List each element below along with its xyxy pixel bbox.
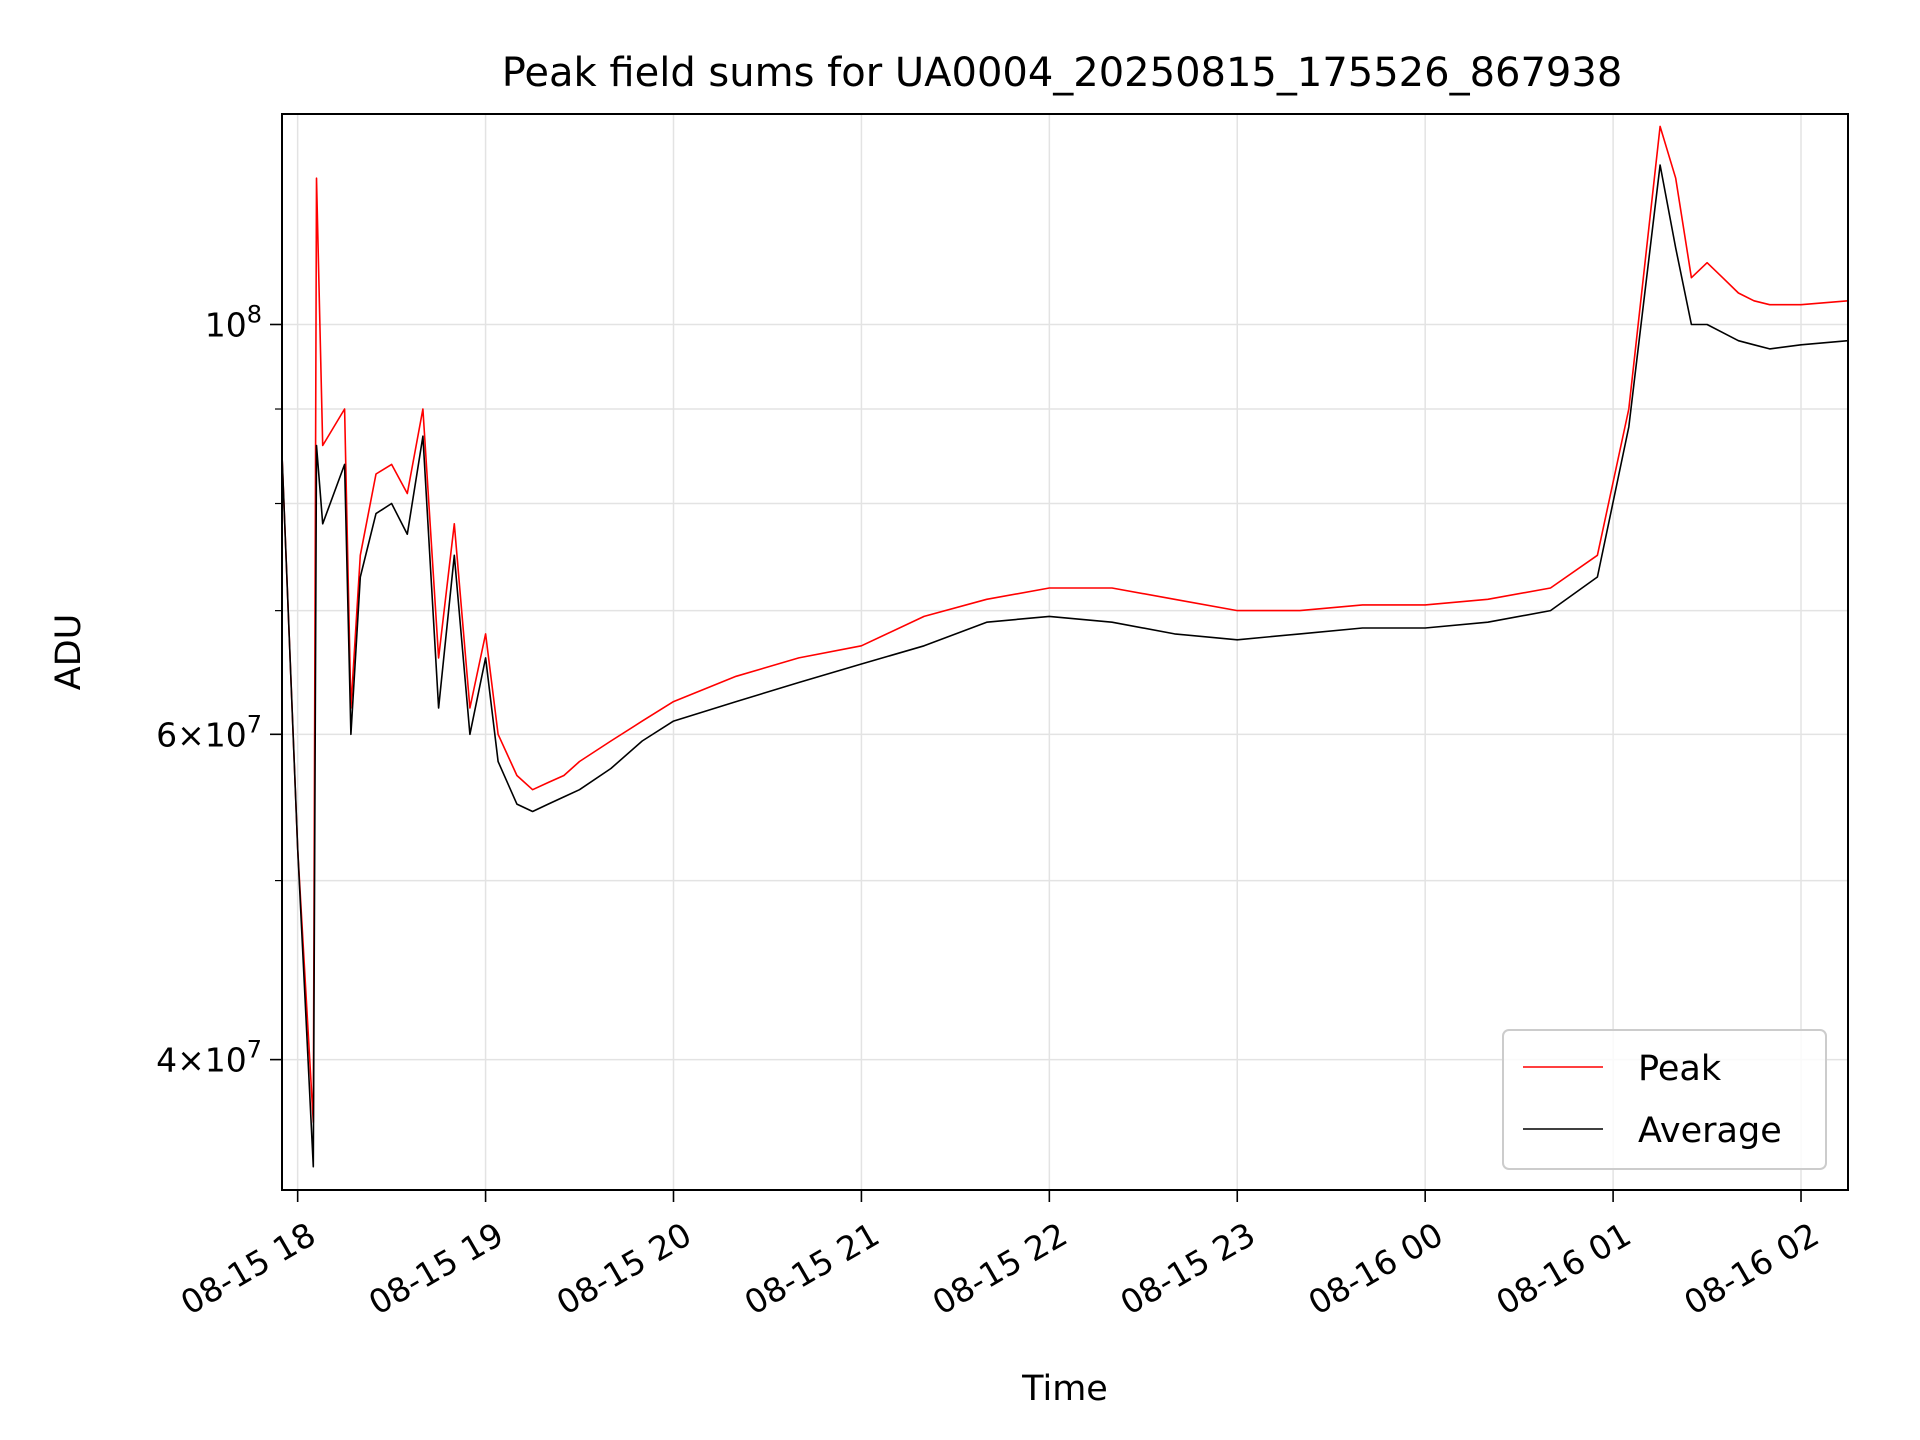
plot-frame bbox=[281, 113, 1849, 1191]
y-axis: 4×107 6×107 108 bbox=[156, 300, 282, 1080]
legend: Peak Average bbox=[1502, 1029, 1827, 1170]
plot-area bbox=[282, 125, 1848, 1168]
legend-label-peak: Peak bbox=[1638, 1049, 1722, 1089]
y-tick-label: 108 bbox=[205, 300, 262, 344]
legend-label-average: Average bbox=[1638, 1111, 1782, 1151]
chart-title: Peak field sums for UA0004_20250815_1755… bbox=[502, 50, 1623, 96]
y-axis-label: ADU bbox=[49, 614, 89, 691]
series-line-peak bbox=[282, 125, 1848, 1123]
y-tick-label: 6×107 bbox=[156, 710, 262, 754]
series-line-average bbox=[282, 164, 1848, 1168]
legend-box bbox=[1502, 1029, 1827, 1170]
x-axis-label: Time bbox=[1021, 1369, 1108, 1409]
y-tick-label: 4×107 bbox=[156, 1036, 262, 1080]
